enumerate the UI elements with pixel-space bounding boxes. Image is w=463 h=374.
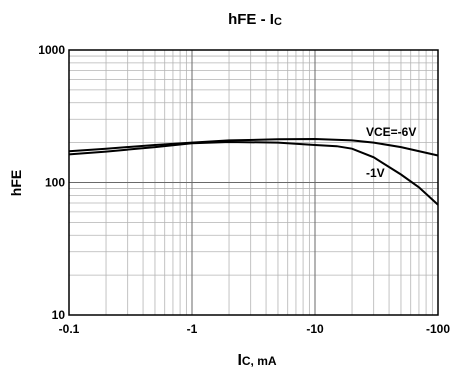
series-line-vce-1v [68,140,439,206]
x-axis-label-main: I [237,352,241,369]
y-tick-label: 1000 [38,43,65,57]
x-axis-label-rest: C, mA [242,354,277,368]
x-axis-label: IC, mA [237,352,276,369]
y-axis-label: hFE [8,170,24,196]
y-tick-label: 100 [45,176,65,190]
x-tick-labels: -0.1 -1 -10 -100 [59,322,451,336]
y-tick-labels: 10 100 1000 [38,43,65,322]
series-layer [68,137,439,206]
series-line-vce-6v [68,137,439,157]
series-label-vce-1v: -1V [366,166,385,180]
y-tick-label: 10 [52,308,66,322]
chart-title-main: hFE - I [228,11,274,28]
series-label-vce-6v: VCE=-6V [366,125,416,139]
chart-title-subscript: C [274,16,282,28]
x-tick-label: -10 [306,322,324,336]
x-tick-label: -0.1 [59,322,80,336]
plot-frame [68,49,439,316]
chart-title: hFE - IC [228,11,282,28]
x-tick-label: -1 [187,322,198,336]
x-tick-label: -100 [426,322,450,336]
